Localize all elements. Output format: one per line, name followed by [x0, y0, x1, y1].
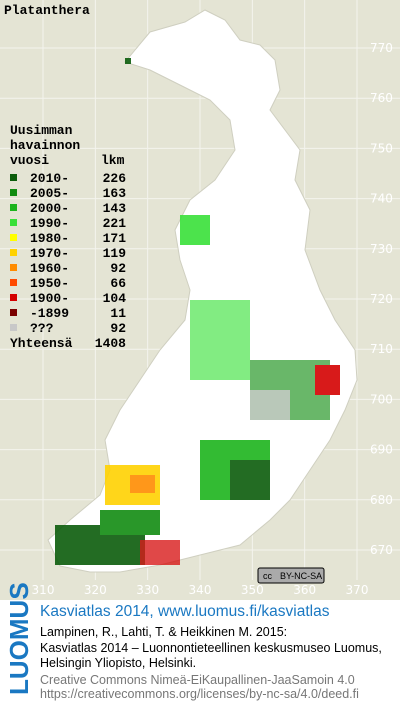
- legend-label: 1970-: [30, 246, 69, 261]
- legend-label: -1899: [30, 306, 69, 321]
- y-tick-label: 740: [370, 192, 393, 206]
- occurrence-area: [130, 475, 155, 493]
- occurrence-area: [180, 215, 210, 245]
- license-line: Creative Commons Nimeä-EiKaupallinen-Jaa…: [40, 673, 355, 687]
- legend-count: 119: [103, 246, 127, 261]
- occurrence-area: [100, 510, 160, 535]
- occurrence-area: [230, 460, 270, 500]
- x-tick-label: 330: [136, 583, 159, 597]
- x-tick-label: 360: [293, 583, 316, 597]
- badge-cc: cc: [263, 571, 273, 581]
- legend-label: 1980-: [30, 231, 69, 246]
- y-tick-label: 680: [370, 493, 393, 507]
- legend-count: 92: [110, 261, 126, 276]
- headline: Kasviatlas 2014, www.luomus.fi/kasviatla…: [40, 603, 330, 620]
- legend-swatch: [10, 204, 17, 211]
- legend-count: 104: [103, 291, 127, 306]
- legend-swatch: [10, 294, 17, 301]
- legend-count: 226: [103, 171, 127, 186]
- legend-swatch: [10, 264, 17, 271]
- y-tick-label: 690: [370, 443, 393, 457]
- y-tick-label: 770: [370, 41, 393, 55]
- citation-line: Lampinen, R., Lahti, T. & Heikkinen M. 2…: [40, 625, 287, 639]
- x-tick-label: 310: [32, 583, 55, 597]
- legend-count: 163: [103, 186, 127, 201]
- license-badge: cc BY-NC-SA: [257, 567, 325, 584]
- brand: LUOMUS: [4, 582, 34, 695]
- x-tick-label: 370: [346, 583, 369, 597]
- legend-swatch: [10, 234, 17, 241]
- y-tick-label: 710: [370, 342, 393, 356]
- legend-swatch: [10, 324, 17, 331]
- finland-outline: [47, 9, 358, 573]
- legend-heading: Uusimman: [10, 123, 73, 138]
- y-tick-label: 760: [370, 91, 393, 105]
- title: Platanthera: [4, 3, 90, 18]
- legend-label: 1990-: [30, 216, 69, 231]
- legend-label: 1950-: [30, 276, 69, 291]
- legend-count: 221: [103, 216, 127, 231]
- badge-frame: [257, 567, 325, 584]
- legend-label: 2000-: [30, 201, 69, 216]
- y-tick-label: 720: [370, 292, 393, 306]
- legend-count: 143: [103, 201, 127, 216]
- legend-total-label: Yhteensä: [10, 336, 73, 351]
- occurrence-areas: [55, 58, 340, 565]
- legend-count: 66: [110, 276, 126, 291]
- legend-swatch: [10, 189, 17, 196]
- y-tick-label: 670: [370, 543, 393, 557]
- legend-heading: vuosi: [10, 153, 49, 168]
- legend-label: ???: [30, 321, 54, 336]
- license-line: https://creativecommons.org/licenses/by-…: [40, 687, 359, 701]
- legend-swatch: [10, 174, 17, 181]
- legend-total: 1408: [95, 336, 126, 351]
- legend-heading: havainnon: [10, 138, 80, 153]
- legend-swatch: [10, 249, 17, 256]
- legend-label: 2010-: [30, 171, 69, 186]
- occurrence-area: [250, 390, 290, 420]
- legend-label: 2005-: [30, 186, 69, 201]
- legend-count-heading: lkm: [101, 153, 125, 168]
- occurrence-area: [315, 365, 340, 395]
- occurrence-area: [140, 540, 180, 565]
- y-tick-label: 700: [370, 392, 393, 406]
- y-tick-label: 750: [370, 141, 393, 155]
- legend-count: 92: [110, 321, 126, 336]
- legend-label: 1960-: [30, 261, 69, 276]
- occurrence-area: [125, 58, 131, 64]
- legend-swatch: [10, 219, 17, 226]
- legend-label: 1900-: [30, 291, 69, 306]
- legend-swatch: [10, 279, 17, 286]
- legend-count: 171: [103, 231, 127, 246]
- x-tick-label: 320: [84, 583, 107, 597]
- badge-text: BY-NC-SA: [280, 571, 322, 581]
- legend-count: 11: [110, 306, 126, 321]
- occurrence-area: [190, 300, 250, 380]
- legend-swatch: [10, 309, 17, 316]
- x-tick-label: 350: [241, 583, 264, 597]
- x-tick-label: 340: [189, 583, 212, 597]
- y-tick-label: 730: [370, 242, 393, 256]
- citation-line: Helsingin Yliopisto, Helsinki.: [40, 656, 196, 670]
- citation-line: Kasviatlas 2014 – Luonnontieteellinen ke…: [40, 641, 382, 655]
